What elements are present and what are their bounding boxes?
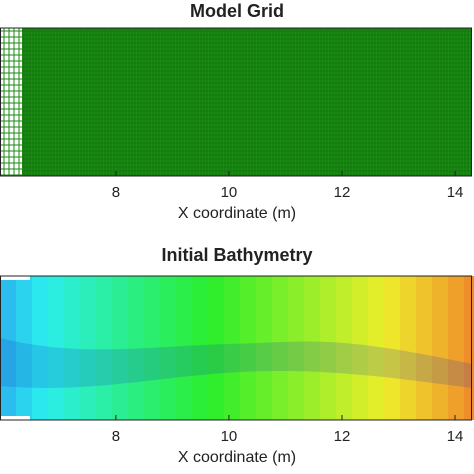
bathymetry-cell bbox=[288, 276, 305, 420]
bathymetry-cell bbox=[224, 276, 241, 420]
grid-fill bbox=[22, 28, 472, 176]
bathymetry-cell bbox=[464, 276, 474, 420]
bathymetry-cell bbox=[64, 276, 81, 420]
bathymetry-cell bbox=[336, 276, 353, 420]
bathymetry-cell bbox=[272, 276, 289, 420]
bathymetry-cell bbox=[160, 276, 177, 420]
bathymetry-cell bbox=[400, 276, 417, 420]
chart-title: Model Grid bbox=[190, 1, 284, 21]
bathymetry-cell bbox=[432, 276, 449, 420]
channel bbox=[0, 338, 472, 389]
panel bbox=[0, 27, 472, 177]
bathymetry-cell bbox=[112, 276, 129, 420]
bathymetry-cell bbox=[144, 276, 161, 420]
x-tick-label: 8 bbox=[112, 184, 120, 201]
panel bbox=[0, 275, 474, 421]
blank-strip bbox=[0, 416, 30, 420]
x-tick-label: 10 bbox=[221, 184, 238, 201]
x-tick-label: 12 bbox=[334, 428, 351, 445]
bathymetry-cell bbox=[80, 276, 97, 420]
x-tick-label: 8 bbox=[112, 428, 120, 445]
plot-frame bbox=[0, 27, 472, 177]
bathymetry-cell bbox=[304, 276, 321, 420]
bathymetry-cell bbox=[176, 276, 193, 420]
bathymetry-cell bbox=[240, 276, 257, 420]
bathymetry-cell bbox=[48, 276, 65, 420]
bathymetry-cell bbox=[128, 276, 145, 420]
x-tick-label: 14 bbox=[447, 184, 464, 201]
bathymetry-cell bbox=[320, 276, 337, 420]
bathymetry-cell bbox=[0, 276, 17, 420]
bathymetry-cell bbox=[256, 276, 273, 420]
bathymetry-cell bbox=[384, 276, 401, 420]
x-tick-label: 12 bbox=[334, 184, 351, 201]
chart-title: Initial Bathymetry bbox=[161, 245, 312, 265]
bathymetry-cell bbox=[352, 276, 369, 420]
bathymetry-cell bbox=[192, 276, 209, 420]
bathymetry-cell bbox=[96, 276, 113, 420]
bathymetry-cell bbox=[208, 276, 225, 420]
x-tick-label: 10 bbox=[221, 428, 238, 445]
x-tick-label: 14 bbox=[447, 428, 464, 445]
bathymetry-cell bbox=[32, 276, 49, 420]
x-axis-label: X coordinate (m) bbox=[178, 205, 296, 222]
blank-strip bbox=[0, 276, 30, 280]
bathymetry-cell bbox=[16, 276, 33, 420]
bathymetry-cell bbox=[448, 276, 465, 420]
bathymetry-cell bbox=[368, 276, 385, 420]
x-axis-label: X coordinate (m) bbox=[178, 449, 296, 466]
bathymetry-cell bbox=[416, 276, 433, 420]
plot-frame bbox=[0, 275, 472, 421]
